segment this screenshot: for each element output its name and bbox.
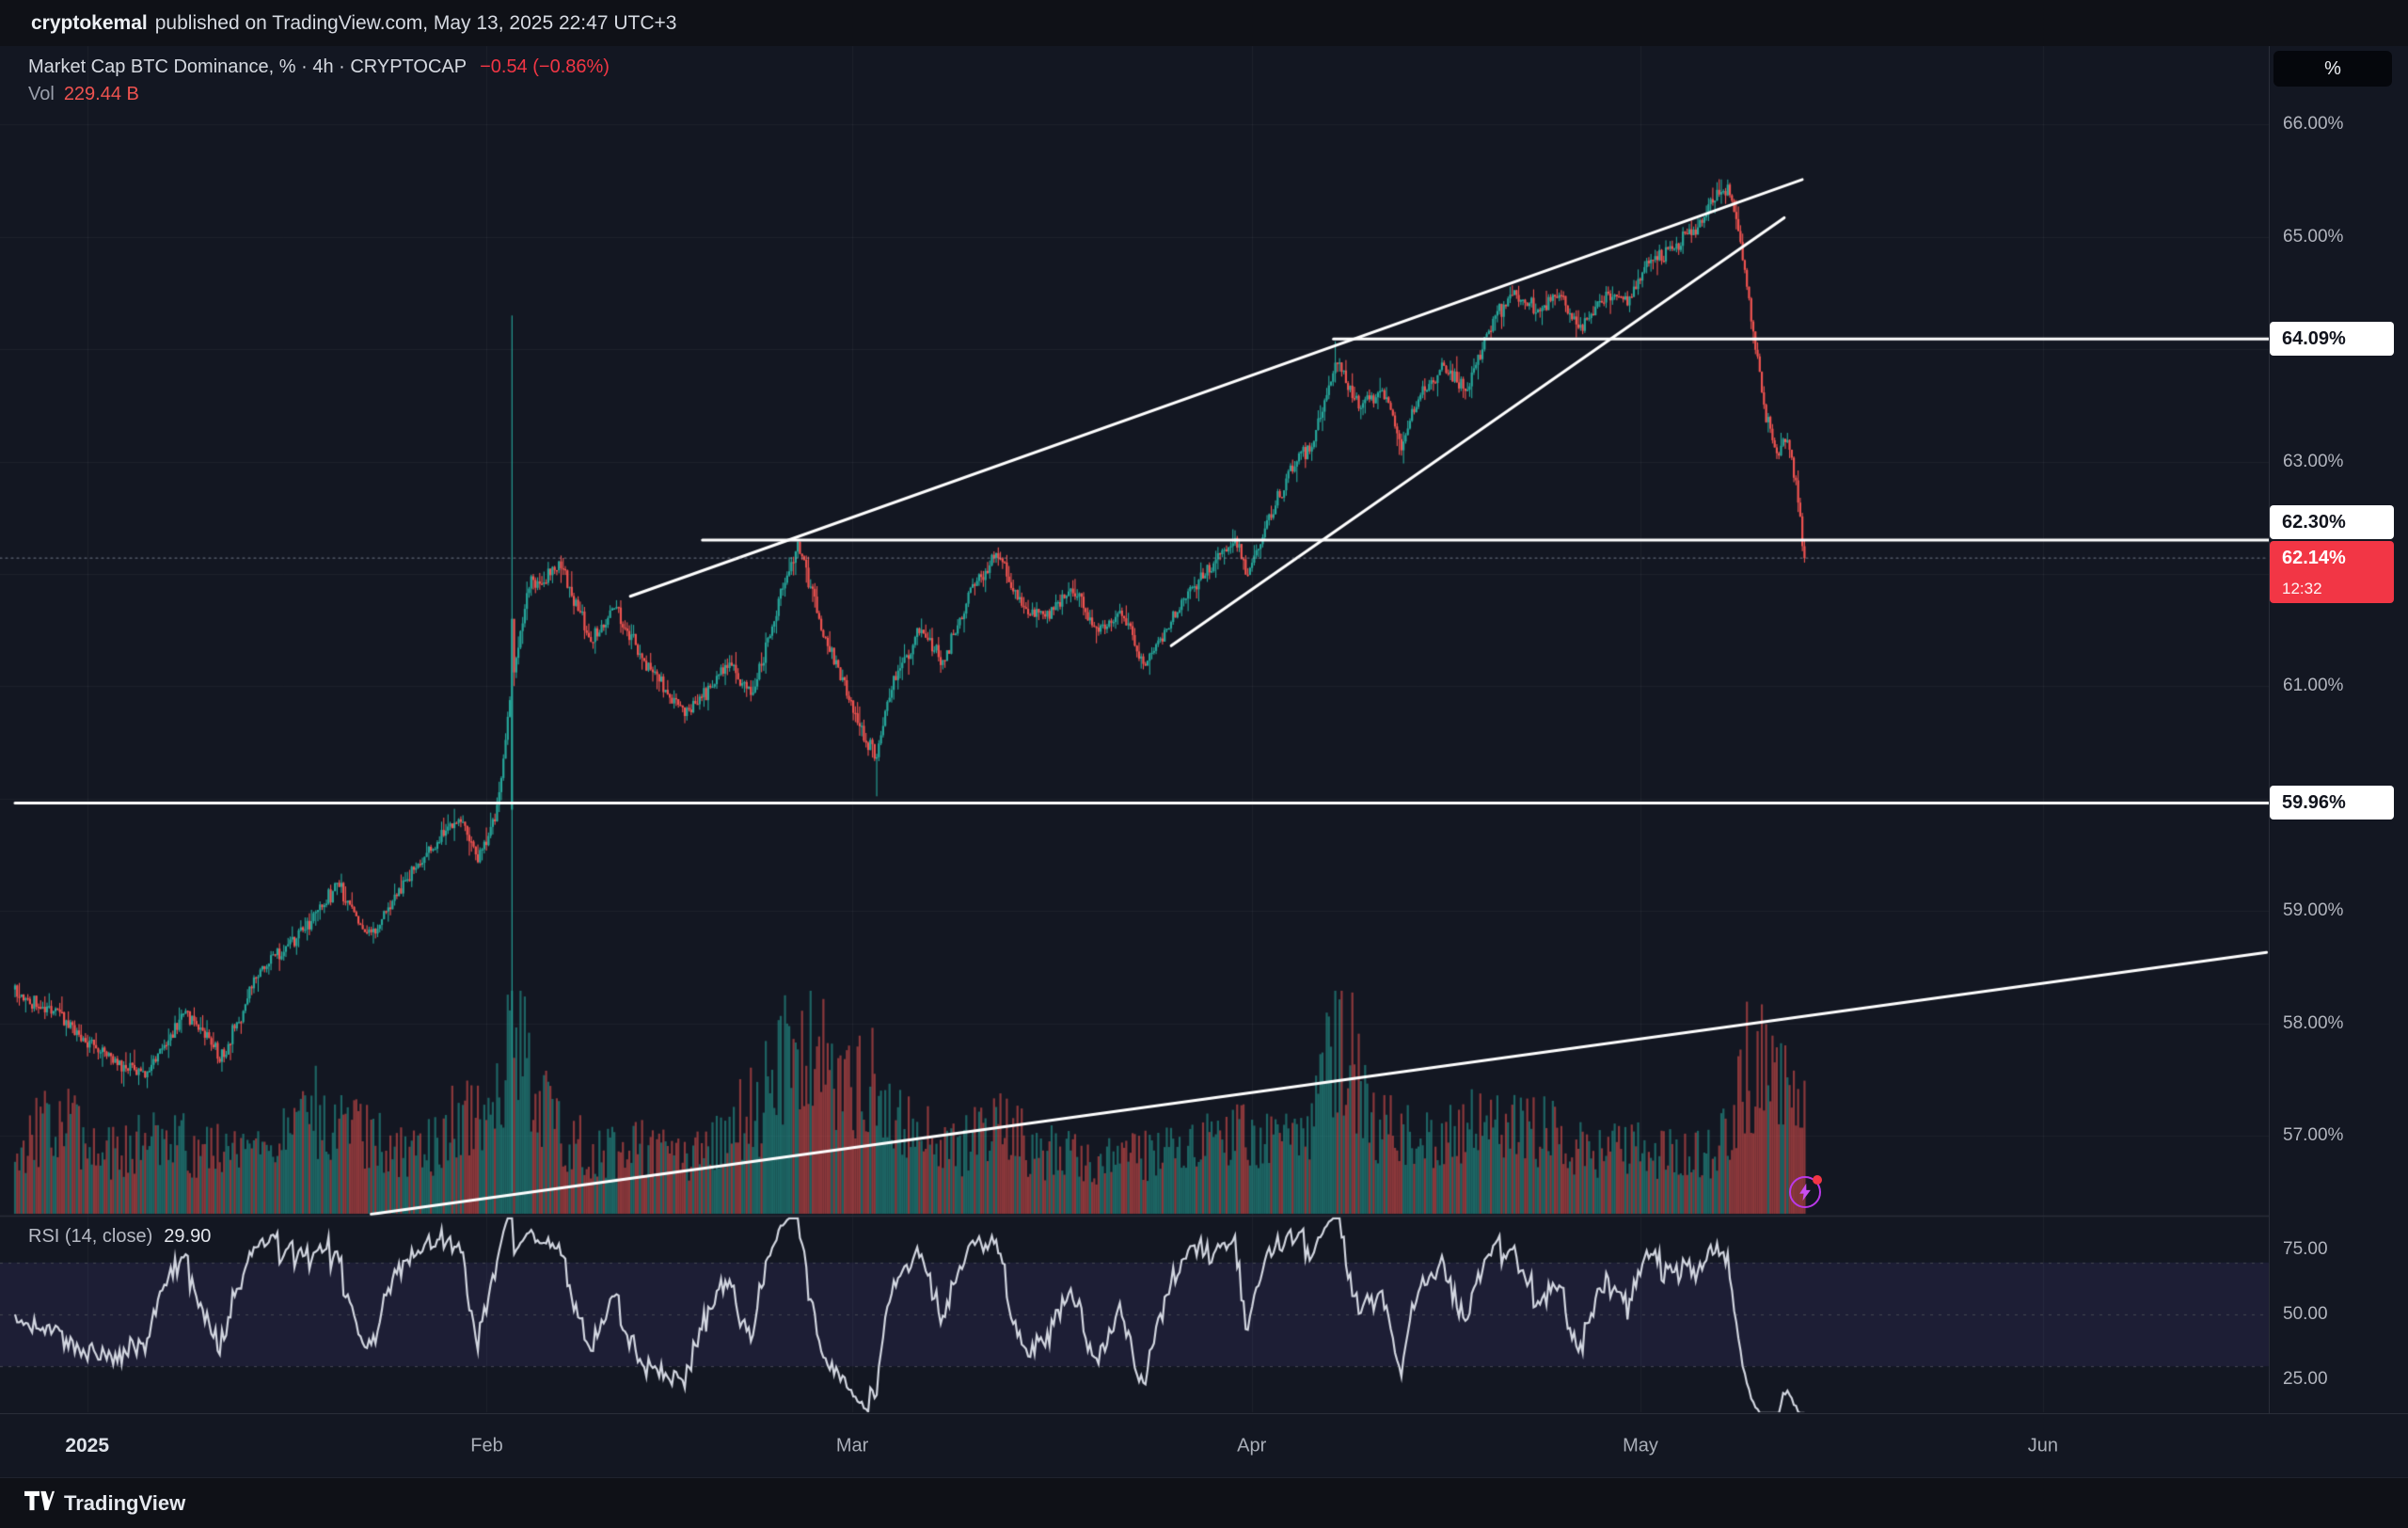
tradingview-brand[interactable]: TradingView xyxy=(64,1490,186,1515)
last-price-value: 62.14% xyxy=(2282,547,2346,568)
y-axis-tick: 57.00% xyxy=(2283,1124,2344,1145)
publish-info: published on TradingView.com, May 13, 20… xyxy=(154,11,677,34)
x-axis-label: May xyxy=(1623,1435,1658,1456)
rsi-value: 29.90 xyxy=(164,1226,212,1247)
price-scale-unit-button[interactable]: % xyxy=(2273,51,2392,87)
price-axis[interactable]: % 64.09% 62.30% 62.14% 12:32 59.96% 66.0… xyxy=(2269,46,2408,1413)
price-level-badge-6230[interactable]: 62.30% xyxy=(2270,505,2394,539)
price-level-badge-5996[interactable]: 59.96% xyxy=(2270,786,2394,820)
x-axis-label: Mar xyxy=(835,1435,869,1456)
y-axis-tick: 58.00% xyxy=(2283,1012,2344,1033)
volume-label: Vol xyxy=(28,84,55,104)
x-axis-label: 2025 xyxy=(65,1434,110,1456)
footer: TradingView xyxy=(0,1477,2408,1528)
y-axis-tick: 63.00% xyxy=(2283,451,2344,471)
x-axis-label: Jun xyxy=(2027,1435,2059,1456)
x-axis-label: Apr xyxy=(1237,1435,1267,1456)
rsi-axis-tick: 25.00 xyxy=(2283,1369,2328,1389)
chart-legend: Market Cap BTC Dominance, % · 4h · CRYPT… xyxy=(28,54,610,108)
rsi-indicator-title[interactable]: RSI (14, close) xyxy=(28,1226,153,1247)
y-axis-tick: 59.00% xyxy=(2283,900,2344,921)
publish-header: cryptokemal published on TradingView.com… xyxy=(0,0,2408,46)
author-name[interactable]: cryptokemal xyxy=(31,11,148,34)
y-axis-tick: 65.00% xyxy=(2283,226,2344,247)
chart-canvas[interactable] xyxy=(0,46,2269,1413)
time-axis[interactable]: 2025 Feb Mar Apr May Jun xyxy=(0,1413,2408,1477)
price-change: −0.54 (−0.86%) xyxy=(480,56,610,77)
chart-area: Market Cap BTC Dominance, % · 4h · CRYPT… xyxy=(0,46,2408,1413)
y-axis-tick: 61.00% xyxy=(2283,676,2344,696)
last-price-badge: 62.14% 12:32 xyxy=(2270,541,2394,603)
bar-countdown: 12:32 xyxy=(2282,580,2322,597)
y-axis-tick: 66.00% xyxy=(2283,114,2344,135)
rsi-axis-tick: 50.00 xyxy=(2283,1304,2328,1324)
tradingview-logo-icon[interactable] xyxy=(24,1489,55,1517)
symbol-title[interactable]: Market Cap BTC Dominance, % · 4h · CRYPT… xyxy=(28,56,467,77)
lightning-bolt-icon xyxy=(1799,1183,1811,1202)
rsi-axis-tick: 75.00 xyxy=(2283,1239,2328,1259)
notification-dot xyxy=(1813,1175,1822,1185)
rsi-legend: RSI (14, close) 29.90 xyxy=(28,1226,211,1248)
price-level-badge-6409[interactable]: 64.09% xyxy=(2270,322,2394,356)
boost-lightning-icon[interactable] xyxy=(1789,1175,1822,1208)
x-axis-label: Feb xyxy=(470,1435,503,1456)
volume-value: 229.44 B xyxy=(63,84,139,104)
